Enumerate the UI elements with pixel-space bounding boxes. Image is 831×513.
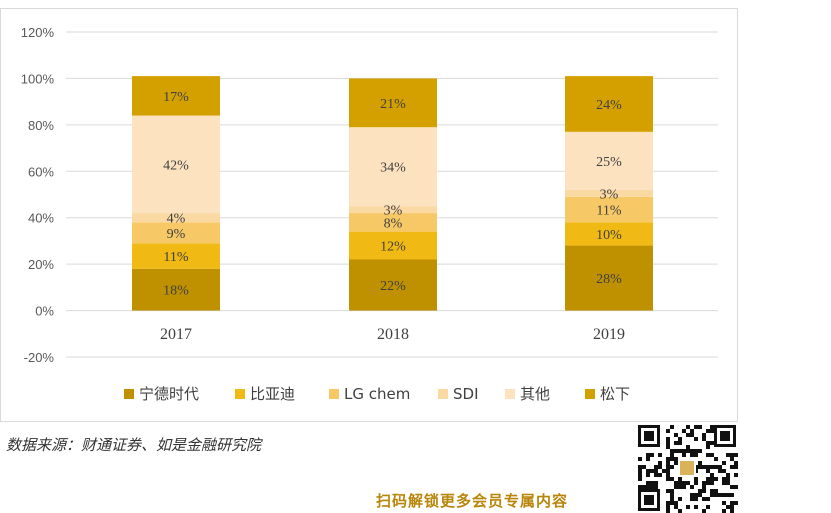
data-label: 21%	[380, 97, 406, 112]
y-tick-label: 0%	[35, 304, 54, 319]
legend-swatch	[329, 389, 339, 399]
y-tick-label: 120%	[21, 25, 55, 40]
bar-segment	[565, 189, 653, 197]
legend: 宁德时代 比亚迪 LG chem SDI 其他 松下	[124, 385, 630, 403]
bar-segment	[565, 245, 653, 311]
data-label: 3%	[600, 187, 619, 202]
y-tick-label: 80%	[28, 118, 54, 133]
data-label: 28%	[596, 272, 622, 287]
qr-code-icon	[636, 423, 738, 513]
data-label: 10%	[596, 228, 622, 243]
data-label: 25%	[596, 155, 622, 170]
data-label: 3%	[384, 204, 403, 219]
bar-segment	[132, 268, 220, 311]
data-label: 11%	[163, 250, 188, 265]
bar-segment	[565, 222, 653, 246]
bar-segment	[349, 259, 437, 311]
legend-label: LG chem	[344, 385, 410, 403]
legend-swatch	[505, 389, 515, 399]
data-label: 22%	[380, 279, 406, 294]
legend-swatch	[438, 389, 448, 399]
category-label: 2019	[593, 326, 625, 343]
category-labels-layer: 2017 2018 2019	[160, 326, 625, 343]
legend-label: 比亚迪	[250, 385, 295, 403]
y-tick-label: 40%	[28, 211, 54, 226]
bar-segment	[132, 243, 220, 269]
data-labels-layer: 18%11%9%4%42%17%22%12%8%3%34%21%28%10%11…	[163, 90, 622, 299]
bar-segment	[349, 213, 437, 232]
legend-label: 宁德时代	[139, 385, 199, 403]
legend-swatch	[124, 389, 134, 399]
bar-segment	[565, 196, 653, 223]
data-label: 12%	[380, 240, 406, 255]
data-label: 42%	[163, 158, 189, 173]
category-label: 2017	[160, 326, 192, 343]
bar-segment	[349, 127, 437, 207]
legend-label: 松下	[600, 385, 630, 403]
bar-segment	[132, 222, 220, 244]
y-tick-label: -20%	[24, 350, 55, 365]
promo-text: 扫码解锁更多会员专属内容	[376, 492, 569, 510]
data-label: 34%	[380, 161, 406, 176]
legend-label: SDI	[453, 385, 479, 403]
legend-swatch	[585, 389, 595, 399]
data-label: 4%	[167, 212, 186, 227]
data-label: 24%	[596, 98, 622, 113]
stacked-bar-chart: 120% 100% 80% 60% 40% 20% 0% -20% 18% 11% 9%4% 42%…	[21, 25, 718, 403]
y-tick-label: 60%	[28, 164, 54, 179]
bar-segment	[132, 213, 220, 223]
axis-layer: 120% 100% 80% 60% 40% 20% 0% -20%	[21, 25, 55, 365]
bars-layer	[132, 76, 653, 311]
data-label: 11%	[596, 204, 621, 219]
data-label: 8%	[384, 216, 403, 231]
bar-segment	[349, 206, 437, 214]
category-label: 2018	[377, 326, 409, 343]
bar-segment	[349, 78, 437, 128]
data-label: 17%	[163, 90, 189, 105]
legend-label: 其他	[520, 385, 550, 403]
data-label: 18%	[163, 284, 189, 299]
source-note: 数据来源：财通证券、如是金融研究院	[6, 436, 262, 454]
bar-segment	[565, 131, 653, 190]
bar-segment	[132, 76, 220, 116]
y-tick-label: 100%	[21, 71, 55, 86]
bar-segment	[349, 231, 437, 260]
bar-segment	[132, 115, 220, 214]
bar-segment	[565, 76, 653, 132]
y-tick-label: 20%	[28, 257, 54, 272]
legend-swatch	[235, 389, 245, 399]
data-label: 9%	[167, 227, 186, 242]
